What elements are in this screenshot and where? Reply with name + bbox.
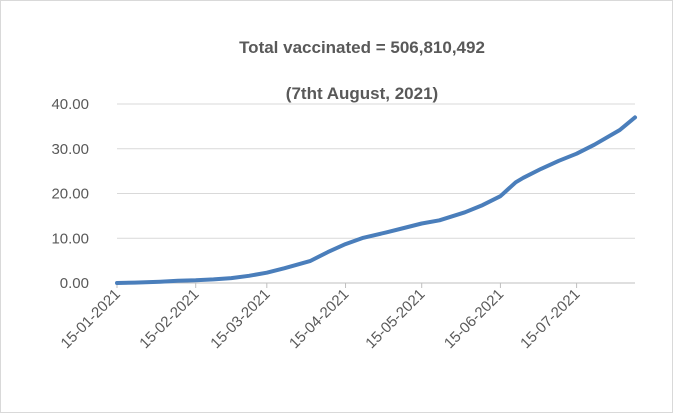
y-tick-label: 40.00 — [51, 96, 89, 113]
y-tick-label: 20.00 — [51, 186, 89, 203]
chart-subtitle: (7tht August, 2021) — [286, 84, 438, 103]
line-series — [115, 115, 637, 285]
y-tick-label: 30.00 — [51, 141, 89, 158]
chart-title: Total vaccinated = 506,810,492 — [239, 38, 485, 57]
y-tick-label: 0.00 — [60, 275, 89, 292]
y-tick-label: 10.00 — [51, 230, 89, 247]
